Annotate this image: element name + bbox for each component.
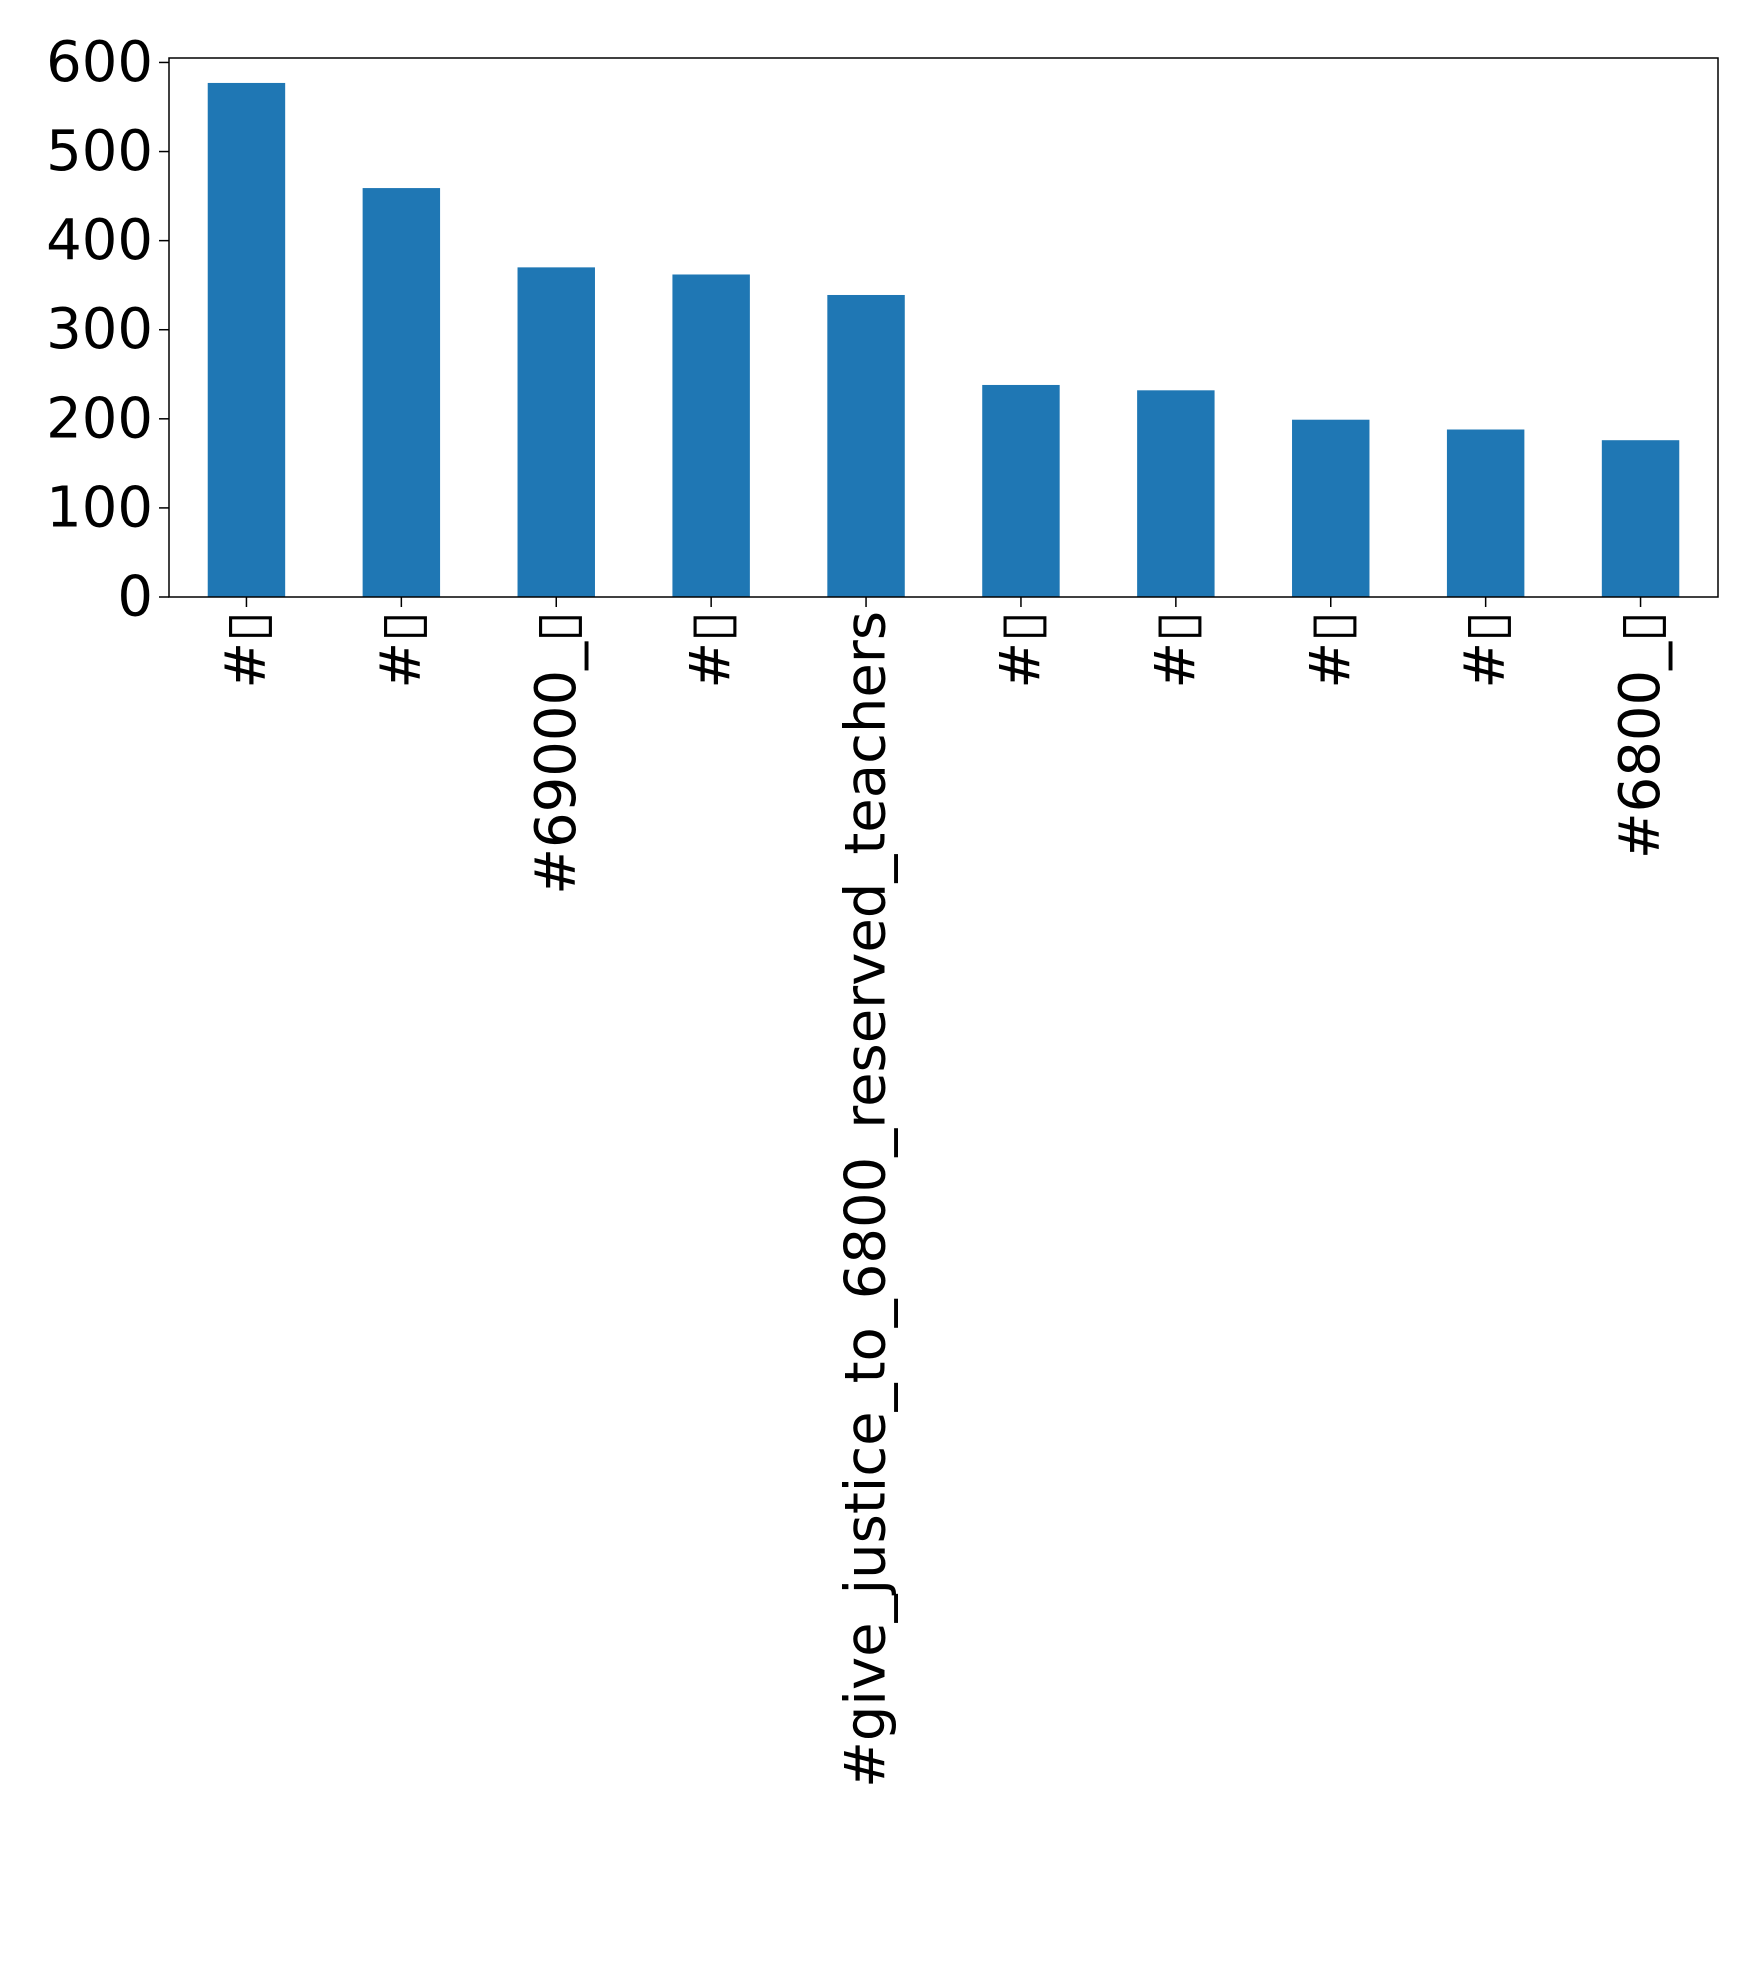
x-tick-label-6: #▯	[988, 611, 1053, 689]
x-tick-label-2: #▯	[369, 611, 434, 689]
bar-6	[982, 384, 1060, 597]
bars-layer	[207, 82, 1680, 598]
y-tick-label-200: 200	[46, 386, 153, 451]
bar-10	[1601, 440, 1680, 597]
y-tick-label-400: 400	[46, 208, 153, 273]
bar-9	[1446, 429, 1525, 597]
x-tick-label-9: #▯	[1453, 611, 1518, 689]
x-tick-label-4: #▯	[679, 611, 744, 689]
axes-layer	[159, 57, 1719, 607]
x-tick-label-3: #69000_▯	[524, 611, 589, 895]
bar-2	[362, 188, 441, 597]
y-tick-label-300: 300	[46, 297, 153, 362]
labels-layer: 0 100 200 300 400 500 600 #▯ #▯ #69000_▯ #▯ #give_j…	[46, 30, 1673, 1788]
y-tick-label-100: 100	[46, 475, 153, 540]
x-tick-label-10: #6800_▯	[1608, 611, 1673, 859]
bar-5	[827, 294, 905, 597]
bar-4	[672, 274, 750, 597]
y-tick-label-500: 500	[46, 119, 153, 184]
x-tick-label-7: #▯	[1143, 611, 1208, 689]
y-tick-label-600: 600	[46, 30, 153, 95]
bar-8	[1292, 419, 1370, 597]
bar-3	[517, 267, 595, 597]
bar-1	[207, 82, 286, 598]
x-tick-label-5: #give_justice_to_6800_reserved_teachers	[834, 611, 899, 1788]
x-tick-label-8: #▯	[1298, 611, 1363, 689]
x-tick-label-1: #▯	[214, 611, 279, 689]
y-tick-label-0: 0	[117, 565, 153, 630]
bar-7	[1137, 390, 1215, 597]
plot-frame	[168, 57, 1719, 598]
